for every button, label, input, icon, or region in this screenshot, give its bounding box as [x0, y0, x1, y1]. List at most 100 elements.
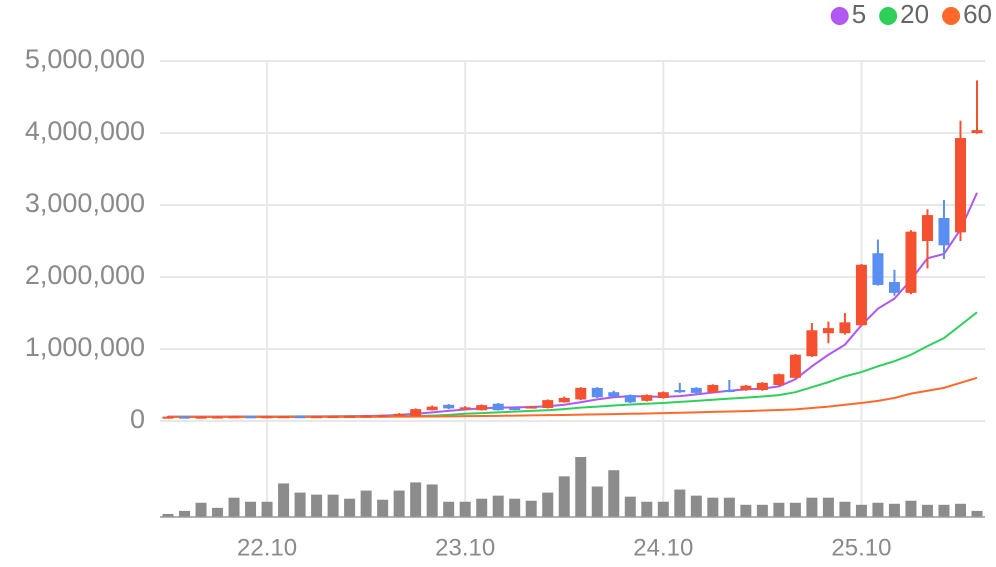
candle-body — [261, 416, 273, 419]
volume-bar — [426, 484, 438, 517]
volume-bar — [674, 489, 686, 517]
candle-body — [212, 416, 224, 419]
volume-bar — [723, 497, 735, 517]
candle-body — [410, 409, 422, 416]
candle-body — [773, 374, 785, 385]
candle-body — [542, 400, 554, 409]
y-tick-label: 0 — [130, 404, 145, 434]
volume-bar — [921, 504, 933, 517]
candle-body — [360, 415, 372, 418]
candle-body — [278, 416, 290, 419]
candle-body — [740, 385, 752, 391]
candle-body — [344, 415, 356, 418]
volume-bar — [393, 490, 405, 517]
volume-bar — [839, 501, 851, 517]
volume-bar — [954, 503, 966, 517]
volume-bar — [558, 476, 570, 517]
volume-bar — [294, 492, 306, 517]
volume-bar — [492, 495, 504, 517]
volume-bar — [872, 502, 884, 517]
legend-label: 5 — [852, 0, 866, 29]
candle-body — [377, 415, 389, 418]
candle-body — [558, 397, 570, 403]
legend-marker — [830, 7, 849, 25]
candle-body — [822, 328, 834, 334]
volume-bar — [789, 502, 801, 517]
candle-body — [459, 407, 471, 410]
candle-body — [179, 416, 191, 419]
candle-body — [624, 395, 636, 403]
volume-bar — [707, 497, 719, 517]
candle-body — [393, 413, 405, 416]
candle-body — [806, 330, 818, 357]
volume-bar — [888, 503, 900, 517]
candle-body — [311, 416, 323, 419]
candle-body — [855, 264, 867, 326]
volume-bar — [261, 501, 273, 517]
candle-body — [591, 387, 603, 398]
volume-bar — [591, 486, 603, 517]
volume-bar — [377, 499, 389, 517]
volume-bar — [624, 496, 636, 517]
volume-bar — [773, 502, 785, 517]
candle-body — [327, 416, 339, 419]
candle-body — [195, 416, 207, 419]
volume-bar — [360, 490, 372, 517]
volume-bar — [971, 510, 983, 517]
volume-bar — [608, 470, 620, 517]
candle-body — [905, 231, 917, 293]
volume-bar — [179, 510, 191, 517]
volume-bar — [855, 504, 867, 517]
y-tick-label: 1,000,000 — [25, 332, 145, 362]
candle-body — [839, 322, 851, 334]
volume-bar — [641, 501, 653, 517]
legend-label: 20 — [900, 0, 929, 29]
volume-bar — [476, 498, 488, 517]
ma-line — [168, 192, 978, 418]
candle-body — [162, 416, 174, 419]
candle-body — [954, 138, 966, 233]
volume-bar — [344, 498, 356, 517]
volume-bar — [806, 497, 818, 517]
volume-bar — [905, 500, 917, 517]
legend-marker — [879, 7, 898, 25]
candle-body — [756, 382, 768, 391]
candle-body — [426, 406, 438, 411]
volume-bar — [509, 498, 521, 517]
candle-body — [245, 416, 257, 419]
volume-bar — [690, 495, 702, 517]
volume-bar — [327, 494, 339, 517]
volume-bar — [245, 501, 257, 517]
candle-body — [938, 217, 950, 246]
ma-line — [168, 311, 978, 418]
volume-bar — [756, 504, 768, 517]
volume-bar — [443, 501, 455, 517]
candle-body — [294, 416, 306, 419]
candle-body — [971, 130, 983, 133]
x-tick-label: 25.10 — [831, 534, 891, 561]
candle-body — [657, 392, 669, 398]
candle-body — [690, 387, 702, 393]
candle-body — [723, 390, 735, 393]
candle-body — [707, 385, 719, 393]
candle-body — [888, 282, 900, 293]
y-tick-label: 2,000,000 — [25, 260, 145, 290]
legend-marker — [942, 7, 961, 25]
volume-bar — [575, 457, 587, 517]
volume-bar — [657, 501, 669, 517]
ma-line — [168, 376, 978, 419]
candle-body — [608, 392, 620, 397]
volume-bar — [212, 507, 224, 517]
y-tick-label: 3,000,000 — [25, 188, 145, 218]
volume-bar — [278, 483, 290, 517]
volume-bar — [162, 513, 174, 517]
candle-body — [509, 408, 521, 411]
candle-body — [641, 395, 653, 401]
x-tick-label: 24.10 — [633, 534, 693, 561]
candle-body — [789, 354, 801, 378]
volume-bar — [938, 504, 950, 517]
y-tick-label: 4,000,000 — [25, 116, 145, 146]
candle-body — [872, 253, 884, 285]
y-tick-label: 5,000,000 — [25, 44, 145, 74]
